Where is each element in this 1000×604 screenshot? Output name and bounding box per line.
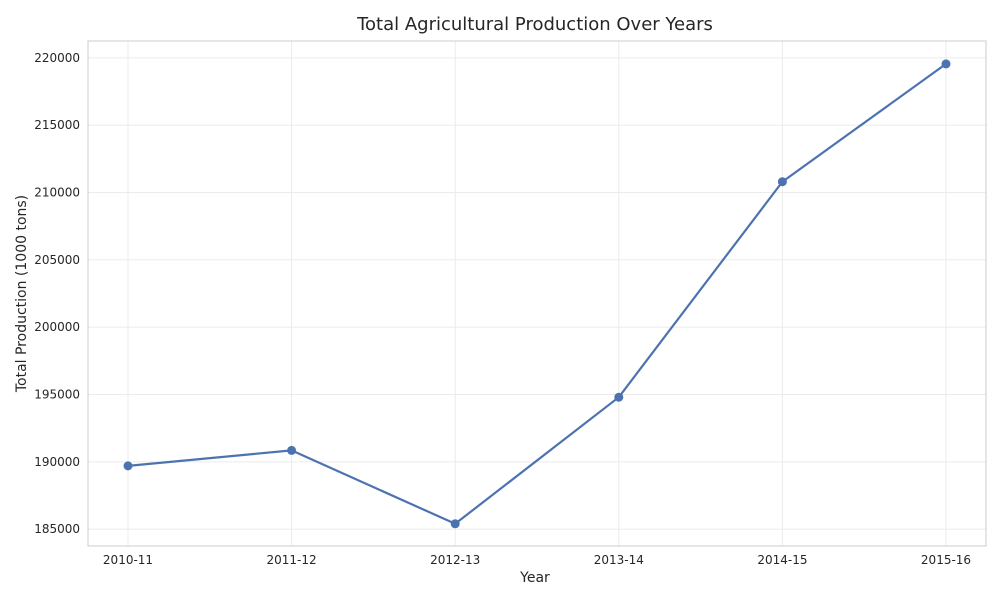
- grid-lines: [88, 41, 986, 546]
- y-tick-label: 200000: [34, 320, 80, 334]
- x-axis-ticks: 2010-11 2011-12 2012-13 2013-14 2014-15 2015-…: [103, 553, 971, 567]
- y-tick-label: 185000: [34, 522, 80, 536]
- x-tick-label: 2015-16: [921, 553, 971, 567]
- data-point: [287, 445, 297, 455]
- data-point: [450, 519, 460, 529]
- x-tick-label: 2014-15: [757, 553, 807, 567]
- axes-frame: [87, 40, 987, 547]
- data-point: [123, 461, 133, 471]
- plot-area: [123, 59, 951, 529]
- y-tick-label: 220000: [34, 51, 80, 65]
- y-tick-label: 195000: [34, 388, 80, 402]
- data-point: [614, 392, 624, 402]
- y-axis-label: Total Production (1000 tons): [14, 195, 30, 393]
- x-tick-label: 2012-13: [430, 553, 480, 567]
- x-axis-label: Year: [519, 570, 550, 586]
- y-tick-label: 205000: [34, 253, 80, 267]
- data-point: [941, 59, 951, 69]
- x-tick-label: 2010-11: [103, 553, 153, 567]
- series-line: [126, 62, 948, 525]
- data-point: [777, 177, 787, 187]
- chart-title: Total Agricultural Production Over Years: [356, 14, 713, 35]
- x-tick-label: 2011-12: [267, 553, 317, 567]
- y-tick-label: 215000: [34, 118, 80, 132]
- y-tick-label: 190000: [34, 455, 80, 469]
- y-tick-label: 210000: [34, 186, 80, 200]
- y-axis-ticks: 185000 190000 195000 200000 205000 210000 2150…: [34, 51, 80, 536]
- x-tick-label: 2013-14: [594, 553, 644, 567]
